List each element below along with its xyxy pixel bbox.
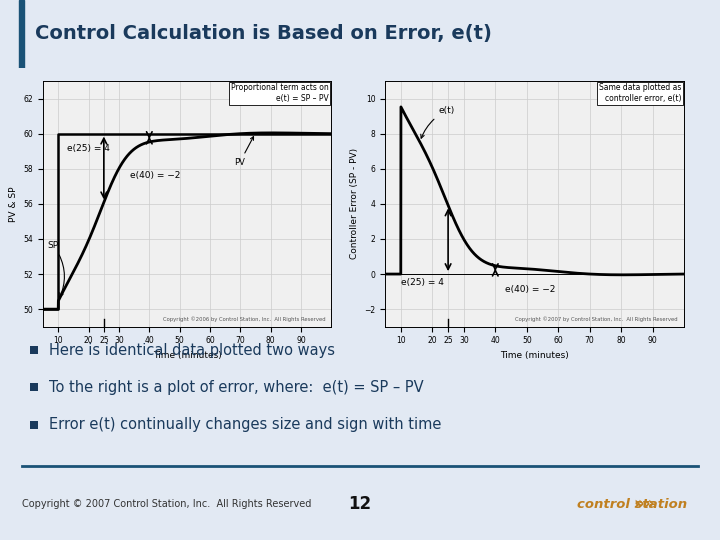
X-axis label: Time (minutes): Time (minutes): [153, 351, 222, 360]
X-axis label: Time (minutes): Time (minutes): [500, 351, 569, 360]
Text: e(t): e(t): [420, 106, 455, 138]
Text: To the right is a plot of error, where:  e(t) = SP – PV: To the right is a plot of error, where: …: [49, 380, 423, 395]
Text: e(40) = −2: e(40) = −2: [130, 171, 180, 179]
Text: Control Calculation is Based on Error, e(t): Control Calculation is Based on Error, e…: [35, 24, 492, 43]
Text: PV: PV: [234, 137, 253, 167]
Text: Copyright ©2006 by Control Station, Inc.  All Rights Reserved: Copyright ©2006 by Control Station, Inc.…: [163, 316, 325, 322]
Bar: [19, 0, 24, 68]
Text: Proportional term acts on
e(t) = SP – PV: Proportional term acts on e(t) = SP – PV: [230, 84, 328, 103]
Text: Same data plotted as
controller error, e(t): Same data plotted as controller error, e…: [598, 84, 681, 103]
Text: control station: control station: [577, 497, 688, 511]
Text: e(40) = −2: e(40) = −2: [505, 285, 555, 294]
Text: e(25) = 4: e(25) = 4: [401, 278, 444, 287]
Y-axis label: PV & SP: PV & SP: [9, 186, 18, 221]
Text: Error e(t) continually changes size and sign with time: Error e(t) continually changes size and …: [49, 417, 441, 432]
Text: »»: »»: [634, 495, 655, 513]
Text: Copyright © 2007 Control Station, Inc.  All Rights Reserved: Copyright © 2007 Control Station, Inc. A…: [22, 499, 311, 509]
Text: Here is identical data plotted two ways: Here is identical data plotted two ways: [49, 343, 335, 358]
Text: e(25) = 4: e(25) = 4: [68, 144, 110, 153]
Text: Copyright ©2007 by Control Station, Inc.  All Rights Reserved: Copyright ©2007 by Control Station, Inc.…: [516, 316, 678, 322]
Text: SP: SP: [48, 241, 64, 296]
Y-axis label: Controller Error (SP - PV): Controller Error (SP - PV): [350, 148, 359, 259]
Text: 12: 12: [348, 495, 372, 513]
